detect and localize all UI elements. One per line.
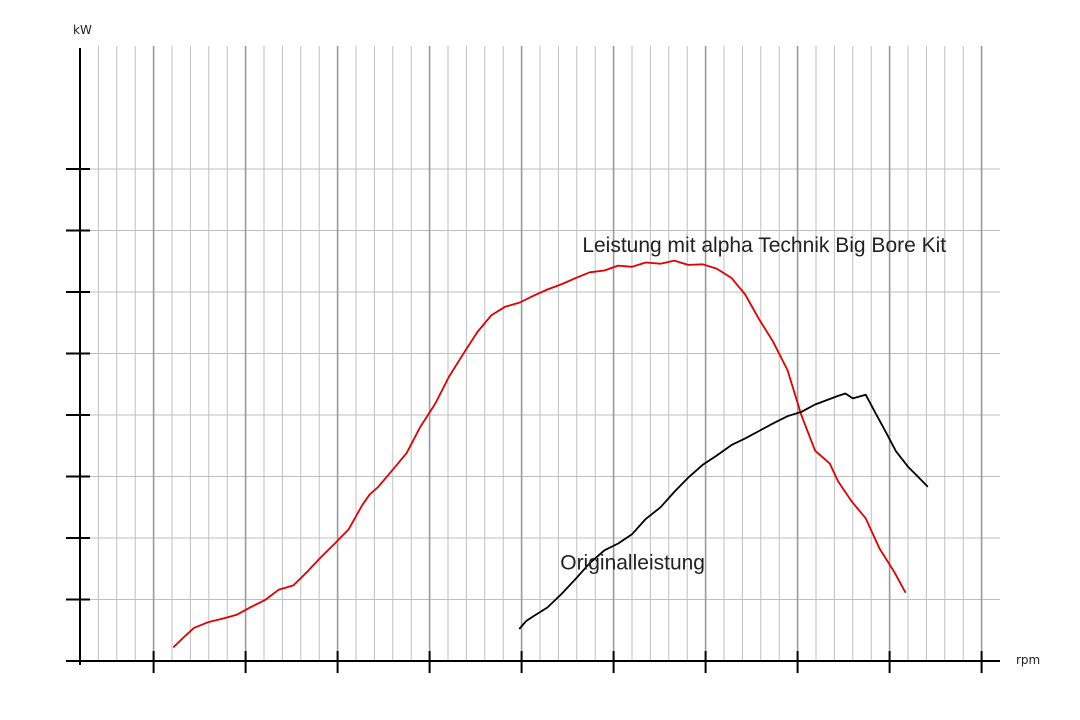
y-axis-ticks: [66, 168, 90, 601]
axes: kW rpm: [66, 23, 1040, 673]
series-label-big-bore-kit: Leistung mit alpha Technik Big Bore Kit: [582, 234, 946, 257]
annotation-layer: Leistung mit alpha Technik Big Bore Kit O…: [560, 234, 946, 574]
x-axis-ticks: [152, 651, 983, 673]
series-label-original: Originalleistung: [560, 551, 705, 574]
series-line-big-bore-kit: [172, 259, 907, 648]
major-gridlines: [152, 46, 983, 661]
x-axis-unit-label: rpm: [1016, 653, 1040, 667]
minor-gridlines: [80, 46, 1000, 661]
series-line-original: [518, 392, 929, 630]
y-axis-unit-label: kW: [73, 23, 92, 37]
series-layer: [172, 259, 929, 648]
